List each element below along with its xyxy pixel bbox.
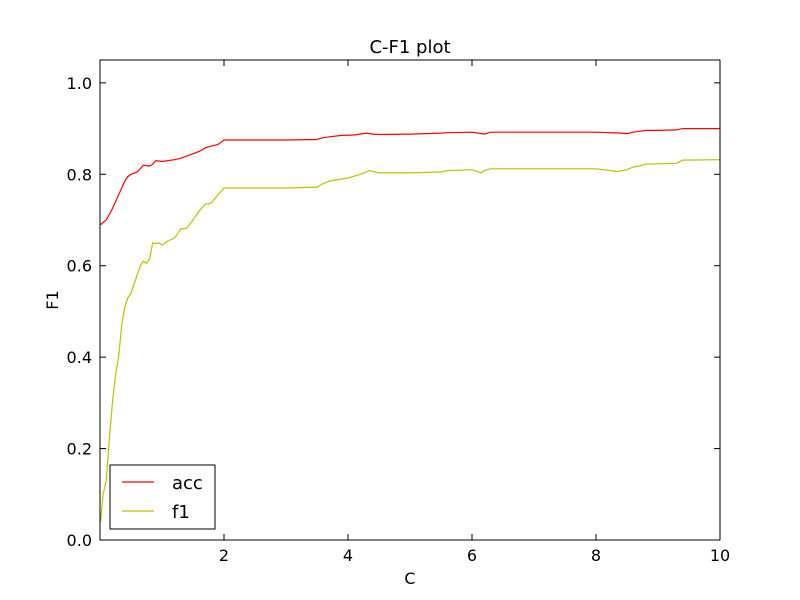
legend: acc f1 — [109, 464, 216, 530]
x-tick-label: 4 — [343, 546, 353, 565]
x-tick-label: 8 — [591, 546, 601, 565]
x-tick-label: 2 — [219, 546, 229, 565]
y-axis-label: F1 — [43, 290, 62, 309]
plot-area: 2 4 6 8 10 0.0 0.2 0.4 0.6 0.8 1.0 — [67, 59, 730, 565]
y-tick-label: 0.8 — [67, 165, 92, 184]
x-tick-label: 10 — [710, 546, 730, 565]
x-ticks: 2 4 6 8 10 — [219, 60, 730, 565]
axes-frame — [99, 59, 721, 541]
legend-box — [109, 464, 216, 530]
legend-label-acc: acc — [172, 473, 203, 494]
y-tick-label: 1.0 — [67, 74, 92, 93]
series-layer — [100, 128, 721, 522]
y-tick-label: 0.6 — [67, 257, 92, 276]
series-line-f1 — [100, 159, 721, 522]
x-tick-label: 6 — [467, 546, 477, 565]
y-tick-label: 0.0 — [67, 531, 92, 550]
y-ticks: 0.0 0.2 0.4 0.6 0.8 1.0 — [67, 74, 720, 550]
y-tick-label: 0.2 — [67, 440, 92, 459]
legend-label-f1: f1 — [172, 502, 190, 523]
y-tick-label: 0.4 — [67, 348, 92, 367]
chart-title: C-F1 plot — [369, 37, 450, 58]
x-axis-label: C — [404, 569, 415, 588]
series-line-acc — [100, 128, 720, 226]
